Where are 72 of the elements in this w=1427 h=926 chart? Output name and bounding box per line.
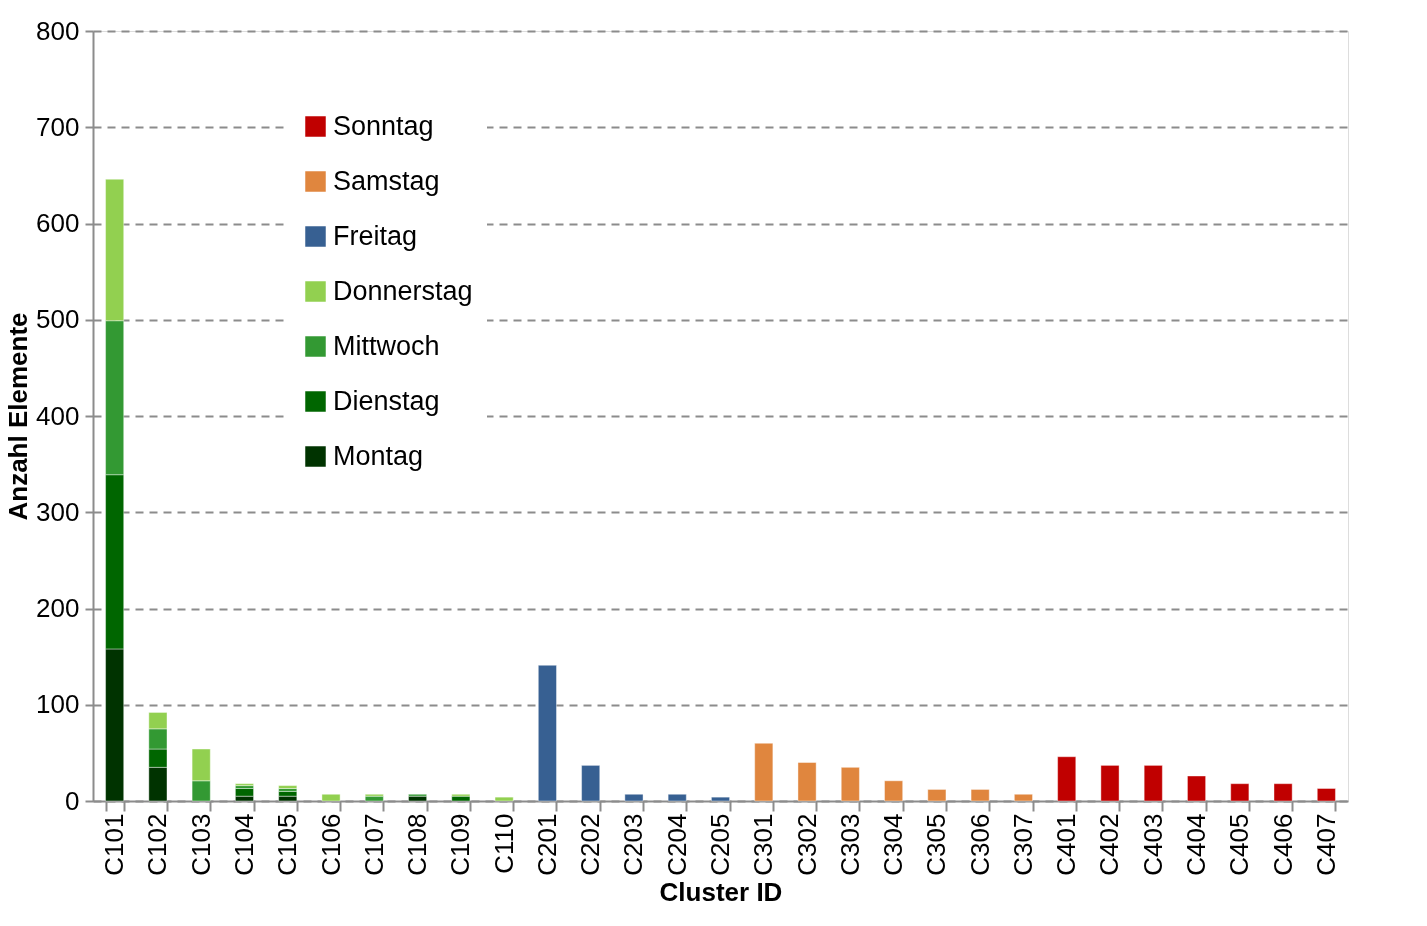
legend-label: Sonntag [333,110,434,141]
x-tick-label: C401 [1051,813,1082,876]
x-tick-label: C104 [228,813,259,876]
legend-label: Montag [333,440,424,471]
bar [711,796,730,802]
x-tick-label: C205 [705,813,735,876]
bar [754,742,774,802]
x-tick-label: C109 [445,813,476,876]
bar [970,789,990,802]
bar [364,795,384,802]
y-tick-label: 500 [36,304,80,335]
y-tick-label: 100 [36,689,80,720]
x-tick-label: C402 [1094,813,1125,876]
bar [278,795,298,802]
x-tick-label: C404 [1181,813,1212,876]
x-tick-label: C305 [921,813,952,876]
bar [624,793,644,802]
bar [797,762,817,802]
legend-label: Mittwoch [333,330,440,361]
bar [927,789,947,802]
x-tick-label: C102 [142,813,173,876]
x-tick-label: C105 [272,813,303,876]
bar [1187,775,1206,802]
bar [1316,788,1336,802]
bar [884,780,903,802]
x-tick-label: C202 [575,813,606,876]
x-tick-label: C203 [618,813,649,876]
x-tick-label: C106 [315,813,346,876]
x-tick-label: C107 [358,813,389,876]
y-tick-label: 300 [36,496,80,527]
x-tick-label: C303 [834,813,865,876]
bar [667,793,687,802]
y-tick-label: 0 [65,785,80,816]
y-tick-label: 600 [36,208,80,238]
x-tick-label: C405 [1224,813,1255,876]
x-tick-label: C101 [99,813,130,876]
y-tick-label: 400 [36,400,80,431]
x-tick-label: C110 [488,813,519,874]
y-axis-title: Anzahl Elemente [3,312,34,521]
bar [1230,783,1250,802]
y-tick-label: 700 [36,111,80,142]
bar [840,767,860,802]
y-tick-label: 200 [36,593,80,623]
x-axis-title: Cluster ID [659,876,783,907]
bar [538,664,557,802]
bar [1273,783,1293,802]
bar [494,796,514,802]
legend-label: Samstag [333,165,440,196]
x-tick-label: C204 [661,813,692,876]
bar [1143,765,1163,802]
legend-label: Donnerstag [333,275,473,306]
x-tick-label: C301 [748,813,779,876]
x-tick-label: C407 [1310,813,1341,876]
legend-label: Dienstag [333,385,440,416]
bar [1057,756,1077,802]
legend-label: Freitag [333,220,418,251]
x-tick-label: C201 [531,813,562,876]
bar [1100,765,1120,802]
bar [581,765,601,802]
x-tick-label: C302 [791,813,822,876]
x-tick-label: C108 [402,813,433,876]
x-tick-label: C103 [185,813,216,876]
x-tick-label: C307 [1007,813,1038,876]
bar [1014,793,1033,802]
x-tick-label: C304 [878,813,909,876]
x-tick-label: C406 [1267,813,1298,876]
bar [408,795,427,802]
x-tick-label: C306 [964,813,995,876]
y-tick-label: 800 [36,15,80,46]
bar [451,795,471,802]
x-tick-label: C403 [1137,813,1168,876]
bar [321,793,341,802]
